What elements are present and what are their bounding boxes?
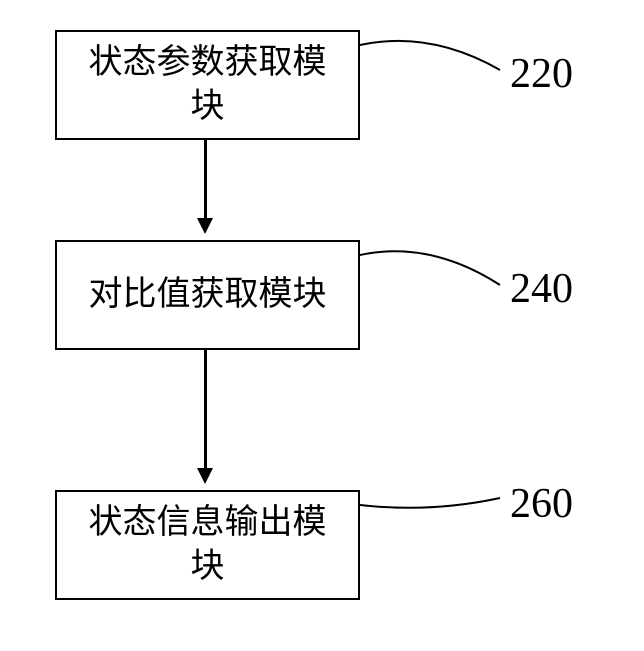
- box-state-param: 状态参数获取模 块: [55, 30, 360, 140]
- box-text: 对比值获取模块: [89, 273, 327, 317]
- box-text: 状态参数获取模 块: [89, 41, 327, 129]
- box-text: 状态信息输出模 块: [89, 501, 327, 589]
- label-value: 260: [510, 481, 573, 527]
- connector-1: [360, 35, 505, 85]
- label-260: 260: [510, 480, 573, 528]
- label-220: 220: [510, 50, 573, 98]
- connector-3: [360, 488, 505, 518]
- label-240: 240: [510, 265, 573, 313]
- connector-2: [360, 245, 505, 300]
- arrow-line: [204, 350, 207, 470]
- arrow-head: [197, 468, 213, 484]
- label-value: 220: [510, 51, 573, 97]
- label-value: 240: [510, 266, 573, 312]
- arrow-head: [197, 218, 213, 234]
- arrow-line: [204, 140, 207, 220]
- box-compare-value: 对比值获取模块: [55, 240, 360, 350]
- box-state-info-output: 状态信息输出模 块: [55, 490, 360, 600]
